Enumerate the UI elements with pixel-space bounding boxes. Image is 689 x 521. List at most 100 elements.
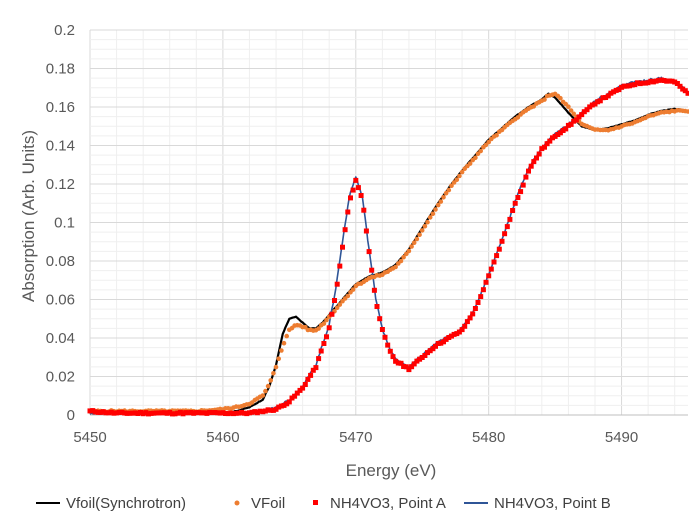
data-point [521,183,526,188]
data-point [329,312,334,317]
y-axis-title: Absorption (Arb. Units) [19,130,38,302]
data-point [470,311,475,316]
data-point [441,195,446,200]
data-point [367,249,372,254]
data-point [372,288,377,293]
x-axis-title: Energy (eV) [346,461,437,480]
data-point [515,195,520,200]
data-point [282,341,287,346]
data-point [284,334,289,339]
data-point [423,224,428,229]
legend-label: Vfoil(Synchrotron) [66,495,186,512]
data-point [324,334,329,339]
data-point [518,189,523,194]
data-point [507,217,512,222]
data-point [351,188,356,193]
data-point [407,249,412,254]
y-tick-label: 0.02 [46,369,75,386]
data-point [332,298,337,303]
series-vfoil-synchrotron- [90,94,688,414]
y-tick-label: 0.16 [46,99,75,116]
data-point [353,178,358,183]
data-point [263,389,268,394]
data-point [425,220,430,225]
y-tick-label: 0.14 [46,138,75,155]
data-point [268,378,273,383]
data-point [388,349,393,354]
data-point [492,260,497,265]
data-point [513,201,518,206]
data-point [497,247,502,252]
data-point [476,300,481,305]
data-point [462,324,467,329]
gridlines [90,30,688,415]
data-point [686,91,689,96]
legend-item: VFoil [235,495,286,512]
data-point [457,174,462,179]
data-point [415,237,420,242]
data-point [529,164,534,169]
data-point [399,259,404,264]
data-point [558,96,563,101]
data-point [321,341,326,346]
legend-swatch [235,501,240,506]
x-tick-label: 5450 [73,429,106,446]
data-point [364,229,369,234]
data-point [303,382,308,387]
data-point [481,287,486,292]
data-point [526,169,531,174]
data-point [377,316,382,321]
data-point [489,267,494,272]
data-point [271,371,276,376]
legend-swatch [313,500,318,505]
data-point [308,373,313,378]
legend-item: NH4VO3, Point A [313,495,446,512]
data-point [473,156,478,161]
data-point [433,207,438,212]
data-point [391,354,396,359]
data-point [274,365,279,370]
legend-label: NH4VO3, Point A [330,495,446,512]
y-tick-label: 0.12 [46,176,75,193]
data-point [566,104,571,109]
data-point [409,244,414,249]
legend-label: NH4VO3, Point B [494,495,611,512]
data-point [279,348,284,353]
data-point [486,273,491,278]
data-point [383,335,388,340]
data-point [343,227,348,232]
data-point [385,343,390,348]
data-point [375,304,380,309]
data-point [417,233,422,238]
legend-label: VFoil [251,495,285,512]
x-tick-label: 5470 [339,429,372,446]
data-point [261,393,266,398]
series-layer [88,77,689,416]
data-point [494,253,499,258]
data-point [473,306,478,311]
legend-item: Vfoil(Synchrotron) [36,495,186,512]
data-point [502,231,507,236]
series-line [90,94,688,414]
data-point [356,185,361,190]
data-point [348,195,353,200]
y-tick-label: 0 [67,407,75,424]
data-point [345,210,350,215]
y-tick-label: 0.1 [54,215,75,232]
data-point [313,365,318,370]
x-tick-label: 5480 [472,429,505,446]
data-point [439,199,444,204]
y-tick-label: 0.04 [46,330,75,347]
legend: Vfoil(Synchrotron) VFoil NH4VO3, Point A NH… [36,495,611,512]
x-tick-label: 5490 [605,429,638,446]
data-point [505,224,510,229]
data-point [420,228,425,233]
tick-labels: 5450 5460 5470 5480 549000.020.040.060.080.1… [46,22,638,446]
y-tick-label: 0.18 [46,61,75,78]
data-point [478,294,483,299]
data-point [335,282,340,287]
data-point [412,240,417,245]
data-point [327,325,332,330]
data-point [484,280,489,285]
